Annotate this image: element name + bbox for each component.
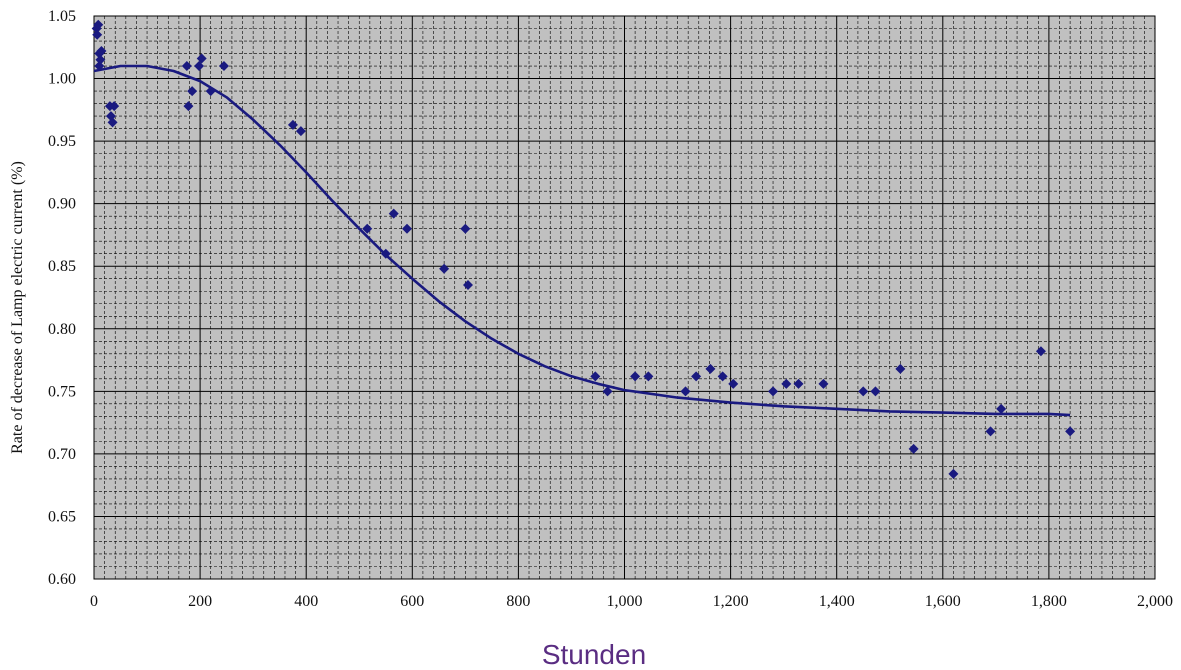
data-point (691, 371, 702, 382)
trend-curve (93, 64, 1071, 417)
data-point (895, 363, 906, 374)
y-tick-label: 0.80 (48, 321, 76, 338)
data-point (107, 117, 118, 128)
data-point (728, 378, 739, 389)
data-point (1035, 346, 1046, 357)
y-axis-label: Rate of decrease of Lamp electric curren… (9, 161, 26, 454)
x-tick-label: 2,000 (1137, 593, 1173, 610)
data-point (793, 378, 804, 389)
y-tick-label: 1.05 (48, 8, 76, 25)
x-tick-label: 1,400 (819, 593, 855, 610)
data-point (96, 46, 107, 57)
data-point (705, 363, 716, 374)
y-tick-label: 0.90 (48, 196, 76, 213)
data-point (985, 426, 996, 437)
y-axis-ticks: 0.60 0.65 0.70 0.75 0.80 0.85 0.90 0.95 1.00 1.05 (48, 8, 76, 588)
plot-border (93, 15, 1156, 580)
y-tick-label: 0.95 (48, 133, 76, 150)
data-point (602, 386, 613, 397)
data-point (93, 19, 104, 30)
data-point (643, 371, 654, 382)
data-point (194, 61, 205, 72)
data-point (218, 61, 229, 72)
y-tick-label: 0.75 (48, 383, 76, 400)
y-tick-label: 0.85 (48, 258, 76, 275)
data-point (948, 468, 959, 479)
data-point (187, 86, 198, 97)
data-point (590, 371, 601, 382)
x-tick-label: 1,800 (1031, 593, 1067, 610)
data-point (460, 223, 471, 234)
data-point (205, 86, 216, 97)
data-point (439, 263, 450, 274)
x-axis-label: Stunden (542, 639, 646, 670)
x-tick-label: 1,200 (713, 593, 749, 610)
data-point (183, 101, 194, 112)
data-point (630, 371, 641, 382)
x-tick-label: 0 (90, 593, 98, 610)
x-tick-label: 200 (188, 593, 212, 610)
data-point (287, 119, 298, 130)
data-point (858, 386, 869, 397)
data-point (1065, 426, 1076, 437)
data-point (908, 443, 919, 454)
y-tick-label: 0.65 (48, 508, 76, 525)
data-point (380, 248, 391, 259)
data-point (295, 126, 306, 137)
data-point (362, 223, 373, 234)
data-point (818, 378, 829, 389)
data-point (463, 279, 474, 290)
x-tick-label: 400 (294, 593, 318, 610)
data-point (109, 101, 120, 112)
data-point (768, 386, 779, 397)
y-tick-label: 0.70 (48, 446, 76, 463)
x-tick-label: 1,000 (607, 593, 643, 610)
data-point (717, 371, 728, 382)
x-axis-ticks: 0 200 400 600 800 1,000 1,200 1,400 1,600 1,800 2,… (90, 593, 1173, 610)
data-point (181, 61, 192, 72)
data-point (996, 403, 1007, 414)
x-tick-label: 600 (400, 593, 424, 610)
y-tick-label: 1.00 (48, 71, 76, 88)
data-point (196, 53, 207, 64)
data-point (401, 223, 412, 234)
data-point (388, 208, 399, 219)
data-point (680, 386, 691, 397)
data-point (95, 54, 106, 65)
data-point (92, 29, 103, 40)
y-tick-label: 0.60 (48, 571, 76, 588)
data-point (94, 61, 105, 72)
series-layer (91, 19, 1076, 479)
x-tick-label: 800 (506, 593, 530, 610)
data-point (870, 386, 881, 397)
data-point (781, 378, 792, 389)
x-tick-label: 1,600 (925, 593, 961, 610)
